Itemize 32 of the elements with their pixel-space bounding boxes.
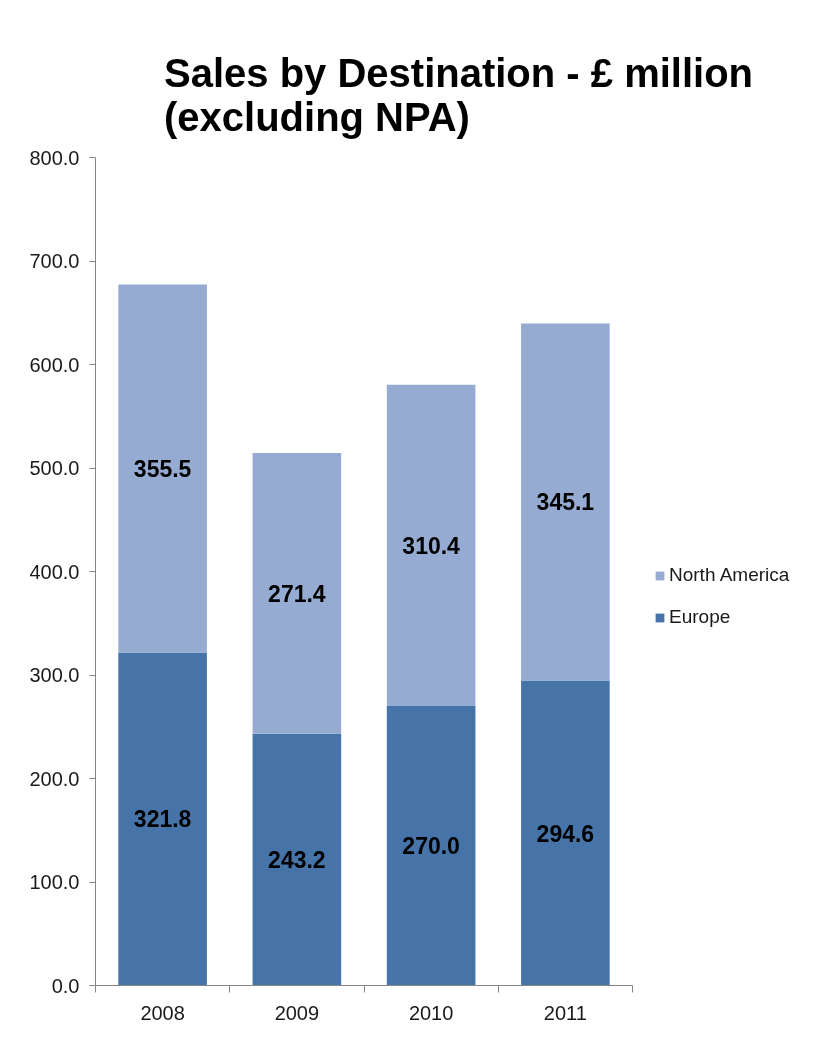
data-label: 271.4 (268, 580, 326, 607)
y-tick-label: 100.0 (29, 871, 80, 893)
data-label: 345.1 (536, 489, 595, 516)
x-tick-label: 2011 (543, 1001, 587, 1024)
y-tick-label: 400.0 (29, 560, 80, 583)
bar (118, 284, 207, 653)
chart-title: Sales by Destination - £ million (excluding NPA) (163, 50, 754, 139)
legend-label: Europe (669, 606, 731, 628)
x-tick-label: 2010 (408, 1001, 454, 1024)
data-label: 310.4 (402, 532, 461, 559)
data-label: 294.6 (536, 820, 595, 847)
data-label: 321.8 (133, 806, 192, 833)
y-tick-label: 200.0 (29, 767, 80, 790)
y-tick-label: 300.0 (29, 664, 80, 686)
y-tick-label: 700.0 (29, 250, 80, 272)
y-tick-label: 500.0 (29, 457, 80, 479)
bar (252, 733, 342, 986)
bar (386, 706, 476, 986)
x-tick-label: 2008 (140, 1001, 185, 1024)
y-tick-label: 600.0 (29, 353, 80, 376)
bar (521, 680, 610, 986)
bar (386, 384, 476, 707)
bar (118, 652, 207, 986)
data-label: 243.2 (268, 847, 326, 874)
data-label: 355.5 (133, 455, 192, 482)
legend-label: North America (669, 564, 790, 586)
y-tick-label: 0.0 (51, 974, 80, 997)
x-tick-label: 2009 (274, 1001, 320, 1024)
bar (521, 323, 610, 681)
y-tick-label: 800.0 (29, 146, 80, 169)
bar (252, 452, 342, 734)
data-label: 270.0 (402, 833, 460, 860)
